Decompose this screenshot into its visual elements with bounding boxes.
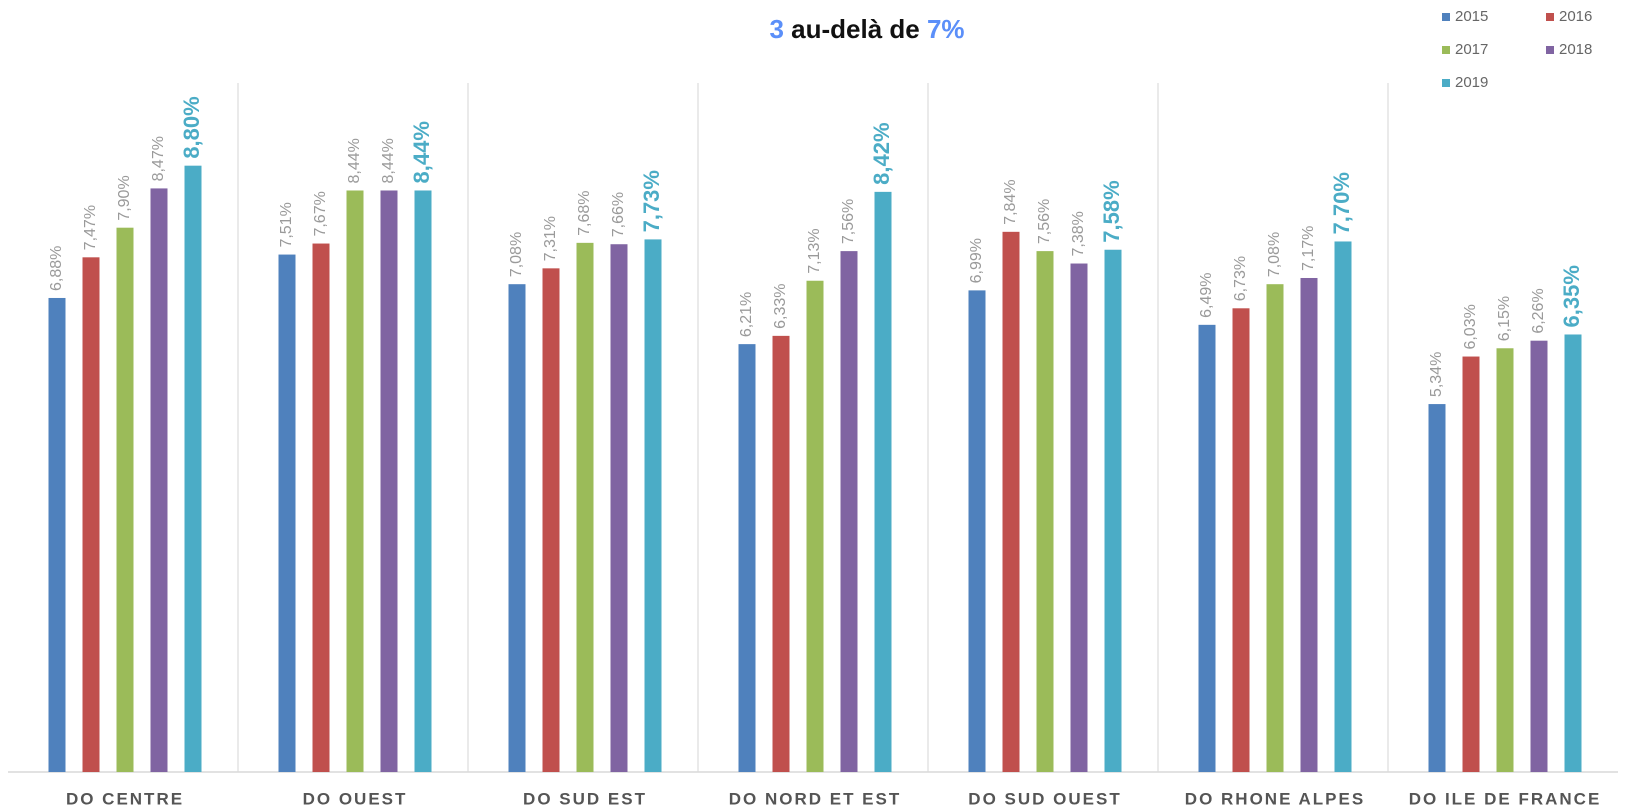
data-label: 8,44% xyxy=(409,121,434,183)
bar xyxy=(1266,284,1284,772)
bar xyxy=(738,344,756,772)
legend-label: 2018 xyxy=(1559,41,1592,58)
bar xyxy=(1496,348,1514,772)
bar xyxy=(610,244,628,772)
data-label: 8,42% xyxy=(869,122,894,184)
bar xyxy=(1070,263,1088,772)
bar xyxy=(312,243,330,773)
bar xyxy=(1232,308,1250,772)
data-label: 8,80% xyxy=(179,96,204,158)
data-label: 7,08% xyxy=(508,232,525,277)
x-tick-label: DO NORD ET EST xyxy=(729,789,902,808)
bar xyxy=(644,239,662,772)
bar xyxy=(806,280,824,772)
data-label: 7,68% xyxy=(576,190,593,235)
data-label: 7,58% xyxy=(1099,180,1124,242)
data-label: 7,13% xyxy=(806,228,823,273)
bar xyxy=(1530,340,1548,772)
data-label: 8,44% xyxy=(380,138,397,183)
bar xyxy=(508,284,526,772)
bar xyxy=(1104,249,1122,772)
legend-swatch xyxy=(1442,46,1450,54)
bar xyxy=(1462,356,1480,772)
data-label: 7,84% xyxy=(1002,179,1019,224)
x-tick-label: DO CENTRE xyxy=(66,789,184,808)
data-label: 6,03% xyxy=(1462,304,1479,349)
bar xyxy=(184,165,202,772)
bar xyxy=(1300,277,1318,772)
x-tick-label: DO SUD EST xyxy=(523,789,647,808)
data-label: 6,49% xyxy=(1198,272,1215,317)
data-label: 6,21% xyxy=(738,292,755,337)
bar xyxy=(82,257,100,772)
data-label: 8,44% xyxy=(346,138,363,183)
bar xyxy=(576,242,594,772)
bar xyxy=(840,251,858,773)
data-label: 7,56% xyxy=(840,199,857,244)
data-label: 6,33% xyxy=(772,283,789,328)
data-label: 6,73% xyxy=(1232,256,1249,301)
legend-label: 2019 xyxy=(1455,74,1488,91)
title-part: 7% xyxy=(927,14,965,44)
title-part: au-delà de xyxy=(784,14,927,44)
bar xyxy=(1334,241,1352,773)
data-label: 6,99% xyxy=(968,238,985,283)
bar xyxy=(346,190,364,772)
bar xyxy=(542,268,560,772)
bar xyxy=(1002,231,1020,773)
title-part: 3 xyxy=(769,14,783,44)
bar xyxy=(278,254,296,772)
data-label: 6,26% xyxy=(1530,288,1547,333)
bar xyxy=(414,190,432,772)
bar xyxy=(772,335,790,772)
legend-swatch xyxy=(1442,13,1450,21)
data-label: 6,35% xyxy=(1559,265,1584,327)
data-label: 7,70% xyxy=(1329,172,1354,234)
data-label: 7,73% xyxy=(639,170,664,232)
x-tick-label: DO SUD OUEST xyxy=(968,789,1121,808)
legend-swatch xyxy=(1546,46,1554,54)
bar xyxy=(48,297,66,772)
chart-title: 3 au-delà de 7% xyxy=(769,14,964,44)
data-label: 7,51% xyxy=(278,202,295,247)
data-label: 7,90% xyxy=(116,175,133,220)
bar xyxy=(1036,251,1054,773)
bar xyxy=(150,188,168,773)
data-label: 5,34% xyxy=(1428,352,1445,397)
data-label: 7,56% xyxy=(1036,199,1053,244)
legend-swatch xyxy=(1442,79,1450,87)
bar xyxy=(1428,404,1446,772)
x-tick-label: DO ILE DE FRANCE xyxy=(1409,789,1602,808)
data-label: 7,47% xyxy=(82,205,99,250)
data-label: 6,88% xyxy=(48,246,65,291)
legend-label: 2016 xyxy=(1559,8,1592,25)
data-label: 7,17% xyxy=(1300,226,1317,271)
legend-label: 2015 xyxy=(1455,8,1488,25)
data-label: 6,15% xyxy=(1496,296,1513,341)
data-label: 7,08% xyxy=(1266,232,1283,277)
data-label: 7,38% xyxy=(1070,211,1087,256)
legend-label: 2017 xyxy=(1455,41,1488,58)
bar xyxy=(116,227,134,772)
data-label: 7,66% xyxy=(610,192,627,237)
bar xyxy=(380,190,398,772)
bar xyxy=(1198,324,1216,772)
x-tick-label: DO RHONE ALPES xyxy=(1185,789,1365,808)
bar xyxy=(1564,334,1582,772)
data-label: 7,67% xyxy=(312,191,329,236)
data-label: 8,47% xyxy=(150,136,167,181)
x-tick-label: DO OUEST xyxy=(303,789,408,808)
data-label: 7,31% xyxy=(542,216,559,261)
legend-swatch xyxy=(1546,13,1554,21)
bar xyxy=(968,290,986,772)
bar xyxy=(874,191,892,772)
